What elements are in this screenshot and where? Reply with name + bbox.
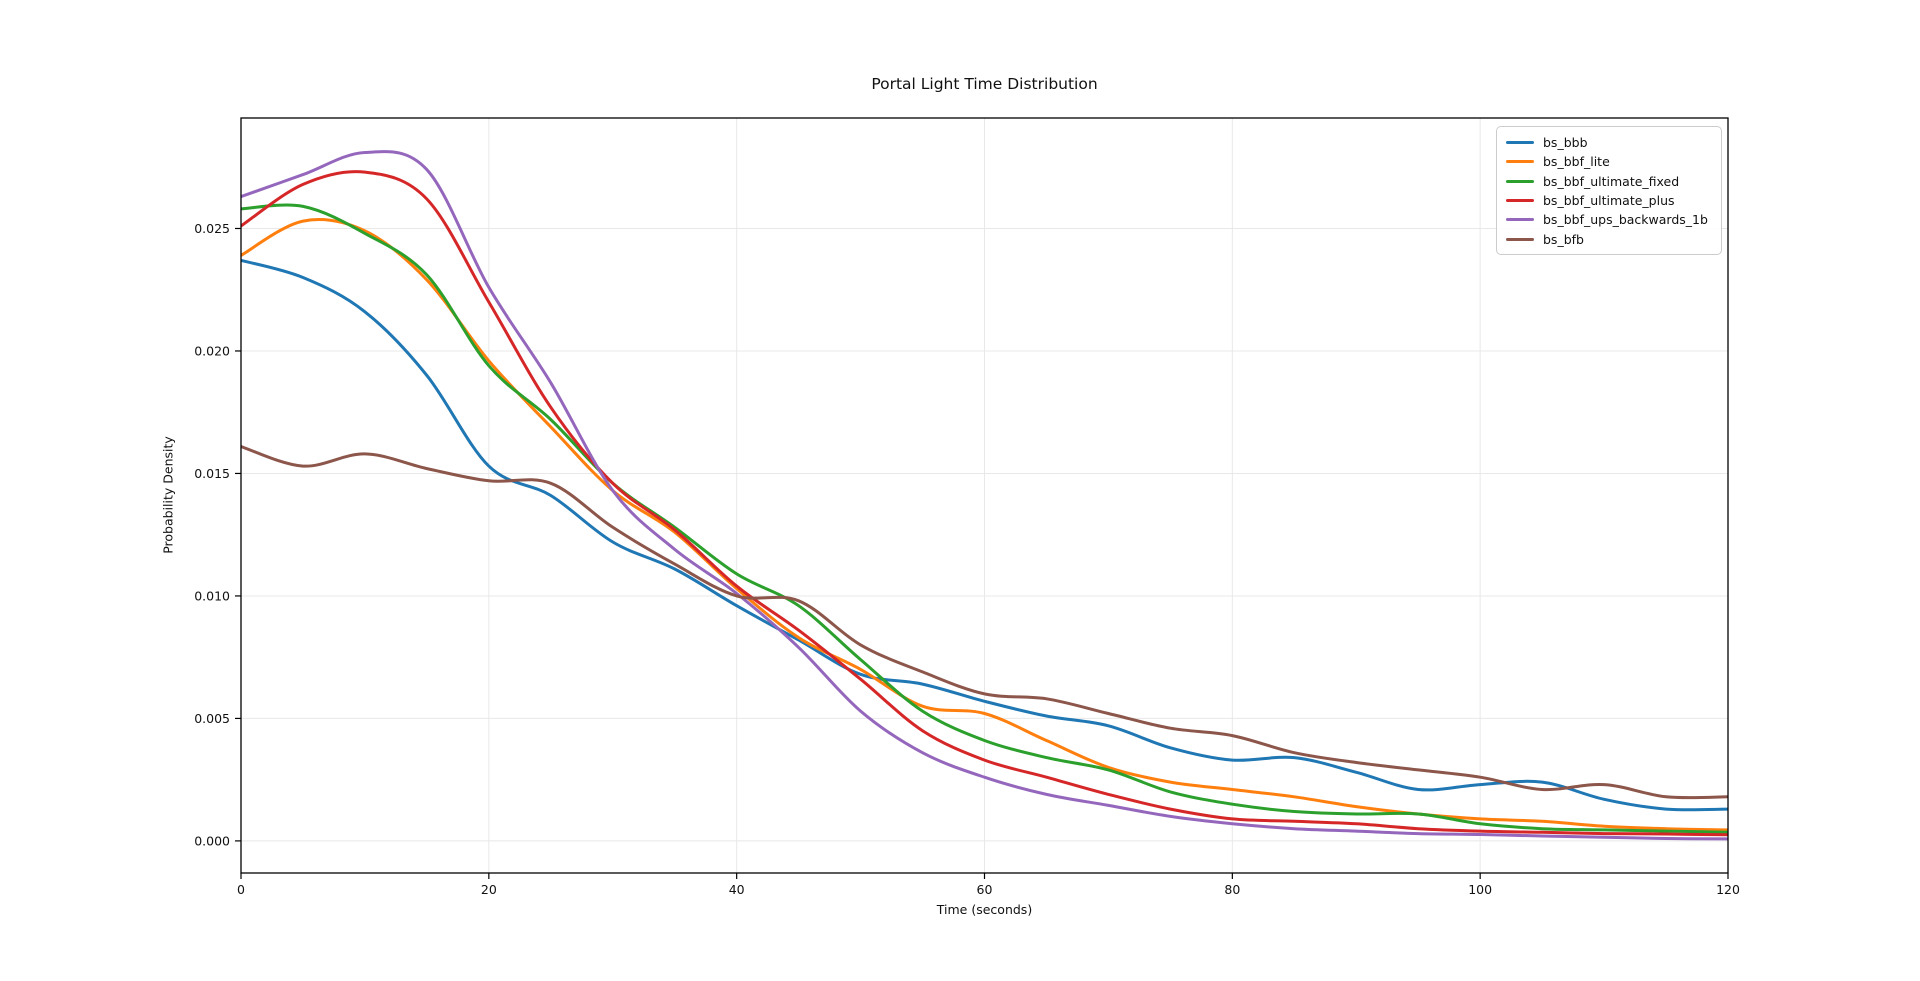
x-tick-label: 80 xyxy=(1224,882,1240,897)
y-tick-label: 0.025 xyxy=(194,221,230,236)
legend-item-bs_bbf_ultimate_fixed: bs_bbf_ultimate_fixed xyxy=(1506,172,1712,191)
legend-label: bs_bbf_lite xyxy=(1543,154,1610,170)
y-tick-label: 0.010 xyxy=(194,588,230,603)
legend-label: bs_bbf_ultimate_fixed xyxy=(1543,173,1680,189)
legend-line-swatch xyxy=(1506,179,1534,183)
legend-item-bs_bbf_lite: bs_bbf_lite xyxy=(1506,152,1712,171)
legend-label: bs_bbf_ultimate_plus xyxy=(1543,193,1675,209)
x-tick-label: 60 xyxy=(977,882,993,897)
y-tick-label: 0.020 xyxy=(194,343,230,358)
legend-item-bs_bbf_ultimate_plus: bs_bbf_ultimate_plus xyxy=(1506,191,1712,210)
legend-label: bs_bbf_ups_backwards_1b xyxy=(1543,212,1708,228)
data-series xyxy=(241,150,1728,841)
x-tick-label: 100 xyxy=(1468,882,1492,897)
legend-line-swatch xyxy=(1506,141,1534,145)
legend-item-bs_bbf_ups_backwards_1b: bs_bbf_ups_backwards_1b xyxy=(1506,210,1712,229)
legend-line-swatch xyxy=(1506,218,1534,222)
legend-label: bs_bbb xyxy=(1543,135,1588,151)
legend-item-bs_bbb: bs_bbb xyxy=(1506,133,1712,152)
y-tick-label: 0.000 xyxy=(194,833,230,848)
x-tick-label: 120 xyxy=(1716,882,1740,897)
series-line-bs_bfb xyxy=(241,445,1728,800)
series-line-bs_bbf_ultimate_fixed xyxy=(241,203,1728,834)
legend-line-swatch xyxy=(1506,199,1534,203)
series-line-bs_bbf_ups_backwards_1b xyxy=(241,150,1728,841)
y-axis-label: Probability Density xyxy=(160,436,176,554)
tick-labels: 0 20 40 60 80 100 120 0.000 0.005 0.010 0.015 0.020… xyxy=(194,221,1740,897)
series-line-bs_bbf_ultimate_plus xyxy=(241,170,1728,837)
legend-line-swatch xyxy=(1506,237,1534,241)
series-line-bs_bbf_lite xyxy=(241,218,1728,832)
x-tick-label: 40 xyxy=(729,882,745,897)
axes-spines xyxy=(235,117,1729,879)
legend-line-swatch xyxy=(1506,160,1534,164)
gridlines xyxy=(240,118,1729,873)
chart-title: Portal Light Time Distribution xyxy=(871,75,1098,93)
legend-item-bs_bfb: bs_bfb xyxy=(1506,229,1712,248)
x-axis-label: Time (seconds) xyxy=(936,902,1033,917)
legend-label: bs_bfb xyxy=(1543,231,1584,247)
x-tick-label: 0 xyxy=(237,882,245,897)
x-tick-label: 20 xyxy=(481,882,497,897)
y-tick-label: 0.015 xyxy=(194,466,230,481)
y-tick-label: 0.005 xyxy=(194,711,230,726)
series-line-bs_bbb xyxy=(241,258,1728,812)
